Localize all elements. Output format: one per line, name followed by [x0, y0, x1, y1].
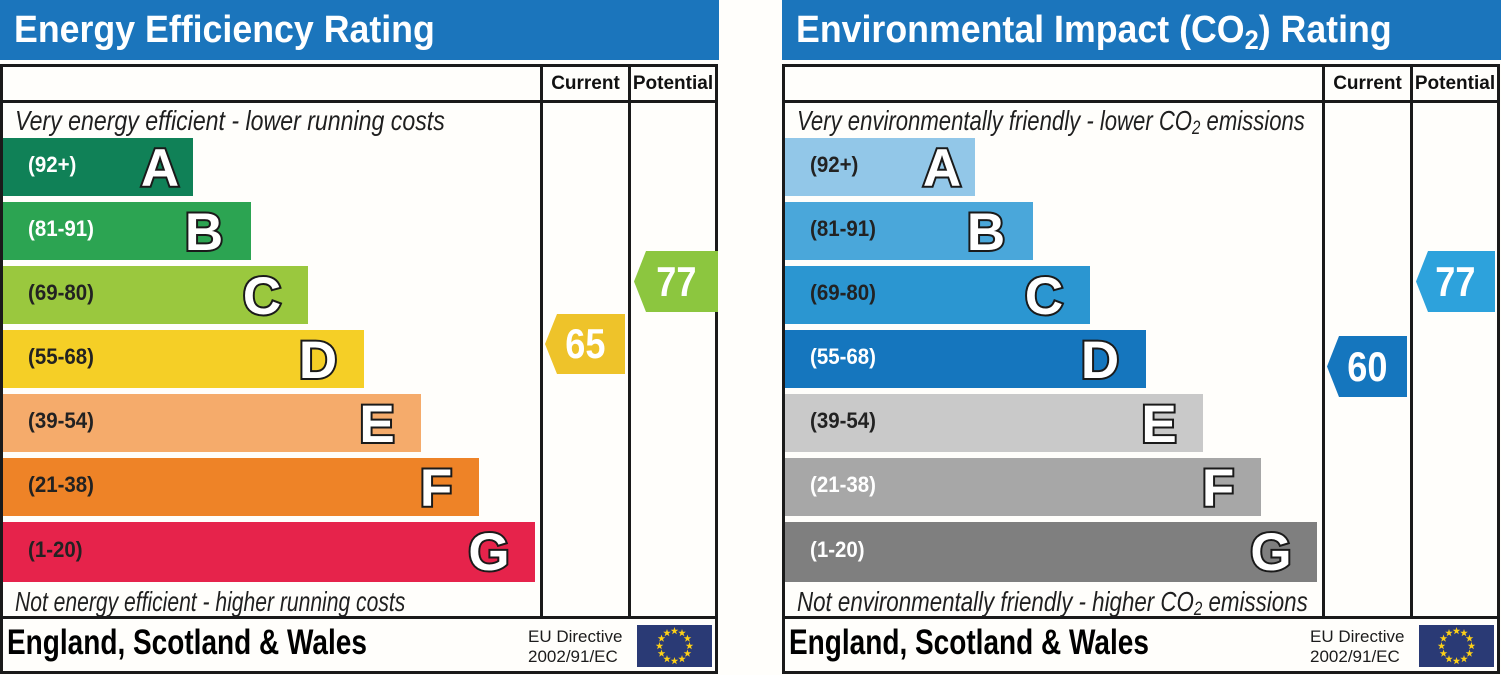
svg-text:A: A [141, 139, 179, 198]
svg-text:E: E [359, 395, 394, 454]
svg-text:F: F [420, 459, 452, 518]
svg-text:E: E [1141, 395, 1176, 454]
svg-text:B: B [185, 203, 223, 262]
svg-text:C: C [1025, 267, 1063, 326]
svg-text:D: D [299, 331, 337, 390]
svg-text:A: A [923, 139, 961, 198]
svg-text:G: G [1250, 523, 1291, 582]
svg-text:B: B [967, 203, 1005, 262]
svg-text:G: G [468, 523, 509, 582]
svg-text:C: C [243, 267, 281, 326]
svg-text:D: D [1081, 331, 1119, 390]
svg-text:F: F [1202, 459, 1234, 518]
